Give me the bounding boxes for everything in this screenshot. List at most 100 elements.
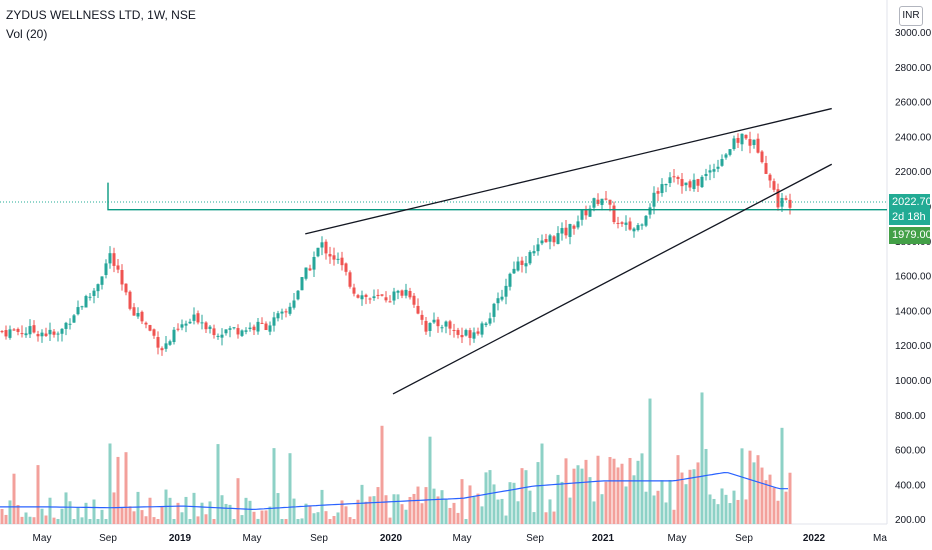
candle-body <box>420 314 424 320</box>
volume-bar <box>576 465 580 524</box>
volume-bar <box>108 443 112 524</box>
volume-bar <box>308 506 312 524</box>
volume-bar <box>524 470 528 524</box>
candle-body <box>280 311 284 314</box>
candle-body <box>772 181 776 190</box>
price-tick-label: 2400.00 <box>895 132 932 143</box>
time-tick-label: Sep <box>310 533 328 544</box>
volume-bar <box>380 425 384 524</box>
candle-body <box>304 267 308 279</box>
volume-bar <box>484 472 488 524</box>
candle-body <box>28 326 32 335</box>
volume-bar <box>412 493 416 524</box>
candle-body <box>120 270 124 285</box>
candles <box>0 131 792 356</box>
candle-body <box>620 222 624 224</box>
candle-body <box>636 225 640 231</box>
candle-body <box>256 321 260 332</box>
price-tick-label: 200.00 <box>895 515 926 526</box>
volume-bar <box>220 495 224 524</box>
volume-bar <box>160 506 164 524</box>
volume-bar <box>584 459 588 524</box>
volume-bar <box>724 494 728 524</box>
candle-body <box>700 176 704 188</box>
candle-body <box>588 208 592 217</box>
candle-body <box>328 254 332 257</box>
candle-body <box>232 327 236 329</box>
candle-body <box>464 330 468 336</box>
trendline-upper <box>305 107 832 235</box>
candle-body <box>88 296 92 298</box>
candle-body <box>192 314 196 321</box>
candle-body <box>32 325 36 333</box>
candle-body <box>300 277 304 291</box>
volume-bar <box>512 482 516 524</box>
volume-bar <box>16 504 20 524</box>
candle-body <box>596 199 600 204</box>
candle-body <box>60 328 64 334</box>
volume-bar <box>28 516 32 524</box>
volume-bar <box>600 494 604 524</box>
candle-body <box>84 296 88 308</box>
candle-body <box>592 198 596 208</box>
volume-bar <box>52 517 56 524</box>
candle-body <box>608 199 612 205</box>
volume-bar <box>788 472 792 524</box>
volume-bar <box>700 392 704 524</box>
candle-body <box>668 177 672 184</box>
candle-body <box>112 253 116 266</box>
volume-bar <box>440 490 444 524</box>
volume-bar <box>208 501 212 524</box>
candle-body <box>624 222 628 225</box>
volume-bar <box>624 486 628 524</box>
volume-bar <box>544 512 548 524</box>
volume-bar <box>148 497 152 524</box>
volume-bar <box>360 484 364 524</box>
candle-body <box>780 197 784 207</box>
time-tick-label: May <box>453 533 472 544</box>
candle-body <box>404 289 408 296</box>
volume-bar <box>48 497 52 524</box>
volume-bar <box>332 516 336 524</box>
candle-body <box>600 198 604 205</box>
price-tick-label: 1600.00 <box>895 272 932 283</box>
volume-bar <box>736 499 740 524</box>
volume-bar <box>88 519 92 524</box>
volume-bar <box>152 517 156 524</box>
volume-bar <box>720 488 724 524</box>
candle-body <box>760 151 764 163</box>
time-tick-label: May <box>668 533 687 544</box>
candle-body <box>384 297 388 301</box>
candle-body <box>324 241 328 254</box>
volume-bar <box>404 509 408 524</box>
currency-badge[interactable]: INR <box>899 6 923 26</box>
volume-bar <box>596 455 600 524</box>
candle-body <box>408 290 412 298</box>
support-level-line <box>107 182 887 211</box>
volume-bar <box>180 512 184 524</box>
candle-body <box>660 184 664 194</box>
volume-bar <box>740 448 744 524</box>
volume-bar <box>504 515 508 524</box>
volume-bar <box>592 501 596 524</box>
volume-bar <box>636 460 640 524</box>
candle-body <box>372 296 376 299</box>
candle-body <box>148 325 152 331</box>
candle-body <box>440 327 444 329</box>
volume-bar <box>444 498 448 524</box>
price-tick-label: 1000.00 <box>895 376 932 387</box>
candle-body <box>136 312 140 317</box>
candle-body <box>576 221 580 228</box>
last-price-tag: 2022.70 <box>889 194 932 210</box>
candle-body <box>272 317 276 326</box>
volume-bar <box>340 500 344 524</box>
volume-bar <box>764 480 768 524</box>
volume-bar <box>104 519 108 524</box>
volume-bar <box>32 517 36 524</box>
candle-body <box>552 236 556 243</box>
candle-body <box>720 159 724 166</box>
volume-indicator-label[interactable]: Vol (20) <box>6 27 48 41</box>
volume-bar <box>748 450 752 524</box>
candle-body <box>0 331 4 333</box>
